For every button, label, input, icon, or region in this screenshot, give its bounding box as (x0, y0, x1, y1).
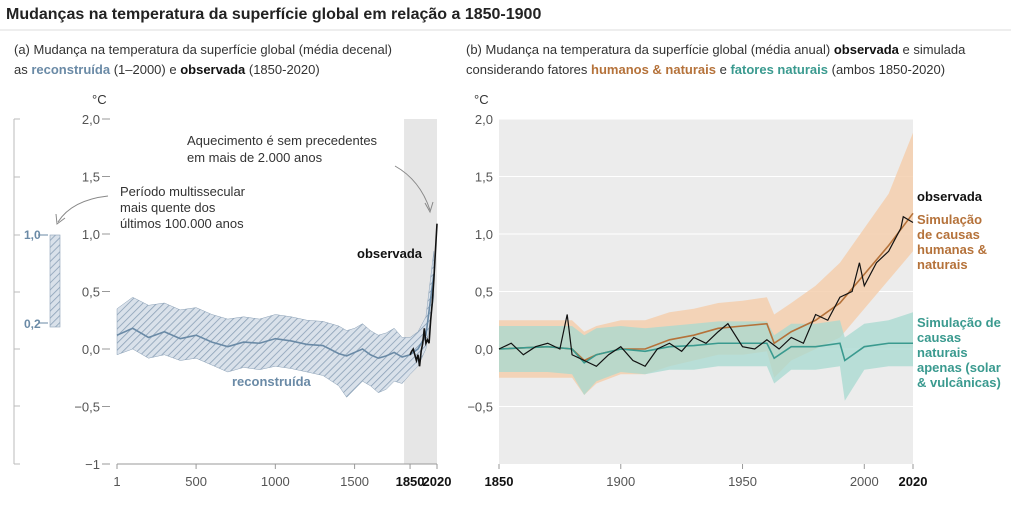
side-bar-bottom-label: 0,2 (24, 317, 41, 331)
panel-b-x-tick-label: 2000 (850, 474, 879, 489)
annotation-period-box (114, 182, 272, 232)
panel-a-caption-line1: (a) Mudança na temperatura da superfície… (14, 42, 392, 57)
panel-b-y-tick-label: 1,5 (475, 170, 493, 185)
panel-a-unit: °C (92, 92, 107, 107)
panel-b-human-label: Simulação de causas humanas & naturais (917, 212, 987, 272)
annotation-warming-arrowhead (424, 201, 434, 214)
panel-a-observed-label: observada (357, 246, 423, 261)
panel-b-x-tick-label: 2020 (899, 474, 928, 489)
side-bar-top-label: 1,0 (24, 228, 41, 242)
panel-a-y-tick-label: 1,5 (82, 170, 100, 185)
natural-band (499, 312, 913, 401)
panel-b-observed-label: observada (917, 189, 983, 204)
panel-a-x-tick-label: 1 (113, 474, 120, 489)
panel-a-reconstructed-label: reconstruída (232, 374, 312, 389)
reconstructed-line (116, 274, 435, 360)
svg-text:Simulação de: Simulação de (917, 315, 1001, 330)
panel-b-natural-label: Simulação de causas naturais apenas (sol… (917, 315, 1001, 390)
svg-text:naturais: naturais (917, 345, 968, 360)
side-range-bar: 1,0 0,2 (13, 118, 61, 465)
panel-b-unit: °C (474, 92, 489, 107)
panel-b-chart: −0,5 0,0 0,5 1,0 1,5 2,0 1850 1900 1950 2000 2020 (467, 112, 927, 489)
panel-a-x-tick-label: 500 (185, 474, 207, 489)
panel-b-caption-line2: considerando fatores humanos & naturais … (466, 62, 945, 77)
annotation-period-arrow (57, 195, 109, 223)
panel-a-y-tick-label: 1,0 (82, 227, 100, 242)
panel-a-x-tick-label: 2020 (423, 474, 452, 489)
panel-b-x-tick-label: 1900 (606, 474, 635, 489)
svg-text:humanas &: humanas & (917, 242, 987, 257)
panel-b-caption-natural: fatores naturais (730, 62, 828, 77)
panel-a-chart: −1−0,50,00,51,01,52,0 1 500 1000 1500 185020… (74, 112, 451, 489)
panel-b-caption-line1: (b) Mudança na temperatura da superfície… (466, 42, 966, 57)
annotation-period-3: últimos 100.000 anos (120, 216, 244, 231)
svg-text:Simulação: Simulação (917, 212, 982, 227)
svg-text:de causas: de causas (917, 227, 980, 242)
panel-a-x-tick-label: 1500 (340, 474, 369, 489)
panel-a-caption-line2: as reconstruída (1–2000) e observada (18… (14, 62, 320, 77)
annotation-warming-1: Aquecimento é sem precedentes (187, 133, 378, 148)
side-range-rect (49, 234, 61, 328)
panel-a-y-tick-label: 2,0 (82, 112, 100, 127)
panel-b-x-tick-label: 1950 (728, 474, 757, 489)
panel-a-y-tick-label: −1 (85, 457, 100, 472)
panel-a-y-tick-label: −0,5 (74, 400, 100, 415)
annotation-period-2: mais quente dos (120, 200, 216, 215)
panel-b-y-tick-label: 0,0 (475, 342, 493, 357)
panel-b-observed-line (498, 215, 914, 368)
panel-a-y-tick-label: 0,0 (82, 342, 100, 357)
panel-b-y-tick-label: 0,5 (475, 285, 493, 300)
panel-a-x-tick-label: 1850 (396, 474, 425, 489)
panel-b-caption-human: humanos & naturais (591, 62, 716, 77)
panel-a-observed-line (409, 223, 438, 367)
annotation-period-arrowhead (55, 213, 66, 225)
annotation-warming-arrow (394, 165, 431, 211)
annotation-warming-2: em mais de 2.000 anos (187, 150, 323, 165)
panel-a-x-tick-label: 1000 (261, 474, 290, 489)
svg-text:naturais: naturais (917, 257, 968, 272)
panel-b-x-tick-label: 1850 (485, 474, 514, 489)
svg-text:apenas (solar: apenas (solar (917, 360, 1001, 375)
svg-text:& vulcânicas): & vulcânicas) (917, 375, 1001, 390)
annotation-period-1: Período multissecular (120, 184, 246, 199)
panel-a-y-tick-label: 0,5 (82, 285, 100, 300)
figure-title: Mudanças na temperatura da superfície gl… (6, 6, 541, 23)
reconstructed-uncertainty-band (116, 251, 435, 398)
panel-a-caption-observed: observada (180, 62, 246, 77)
panel-b-y-tick-label: 1,0 (475, 227, 493, 242)
panel-a-caption-reconstructed: reconstruída (31, 62, 111, 77)
panel-b-y-tick-label: −0,5 (467, 400, 493, 415)
panel-b-y-tick-label: 2,0 (475, 112, 493, 127)
svg-text:causas: causas (917, 330, 961, 345)
